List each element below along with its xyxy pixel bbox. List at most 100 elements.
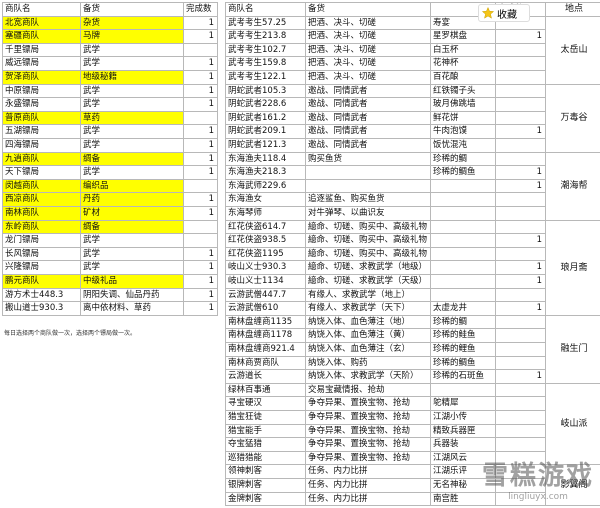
action: 争夺异果、置换宝物、抢劫: [305, 450, 431, 466]
item: [430, 260, 496, 275]
npc-name: 红花侠盗1195: [225, 246, 306, 262]
count: 1: [183, 151, 218, 167]
action: 邀战、同情武者: [305, 97, 431, 112]
count: 1: [495, 124, 546, 139]
action: 纳饶入体、血色薄注（黄）: [305, 328, 431, 343]
action: 邀战、同情武者: [305, 138, 431, 153]
npc-name: 红花侠盗938.5: [225, 233, 306, 248]
npc-name: 巡猎猎能: [225, 450, 306, 466]
count: 1: [183, 70, 218, 85]
item: 珍稀的鲷: [430, 151, 496, 167]
npc-name: 阴蛇武者228.6: [225, 97, 306, 112]
action: 任务、内力比拼: [305, 478, 431, 493]
caravan-name: 游方术士448.3: [2, 287, 81, 303]
caravan-name: 普原商队: [2, 110, 81, 126]
count: [495, 192, 546, 207]
npc-name: 武考考生213.8: [225, 29, 306, 44]
goods: 武学: [80, 124, 184, 139]
item: [430, 178, 496, 194]
count: 1: [183, 83, 218, 99]
action: 争夺异果、置换宝物、抢劫: [305, 396, 431, 411]
caravan-name: 塞疆商队: [2, 29, 81, 44]
star-icon: [482, 7, 494, 19]
npc-name: 武考考生57.25: [225, 15, 306, 31]
location: 岐山派: [545, 382, 600, 466]
item: 兵器装: [430, 437, 496, 452]
goods: 绸备: [80, 219, 184, 235]
header-cell: 完成数: [183, 2, 218, 17]
action: 把酒、决斗、切磋: [305, 56, 431, 71]
caravan-name: 千里镖局: [2, 42, 81, 58]
action: 繶命、切磋、购买中、高级礼物: [305, 233, 431, 248]
caravan-name: 贺泽商队: [2, 70, 81, 85]
goods: 武学: [80, 97, 184, 112]
count: 1: [183, 97, 218, 112]
npc-name: 南林商贾商队: [225, 355, 306, 371]
caravan-name: 长风镖局: [2, 246, 81, 262]
goods: 地级秘籍: [80, 70, 184, 85]
goods: 武学: [80, 83, 184, 99]
count: 1: [495, 29, 546, 44]
npc-name: 银牌刺客: [225, 478, 306, 493]
count: 1: [495, 369, 546, 384]
count: 1: [183, 274, 218, 289]
count: 1: [495, 178, 546, 194]
caravan-name: 五湖镖局: [2, 124, 81, 139]
npc-name: 阴蛇武者209.1: [225, 124, 306, 139]
item: 星罗棋盘: [430, 29, 496, 44]
caravan-name: 四海镖局: [2, 138, 81, 153]
watermark-title: 雪糕游戏: [481, 461, 594, 491]
npc-name: 云游武僧447.7: [225, 287, 306, 303]
count: 1: [183, 246, 218, 262]
favorite-button[interactable]: 收藏: [478, 4, 530, 22]
count: [183, 42, 218, 58]
caravan-name: 西凉商队: [2, 192, 81, 207]
count: [495, 83, 546, 99]
goods: 马牌: [80, 29, 184, 44]
item: 珍稀的鲷鱼: [430, 355, 496, 371]
item: [430, 287, 496, 303]
note: 每日选择两个商队做一次，选择两个镖局做一次。: [4, 330, 137, 337]
count: [495, 342, 546, 357]
item: 珍稀的鲷鱼: [430, 165, 496, 180]
goods: 杂货: [80, 15, 184, 31]
caravan-name: 搬山道士930.3: [2, 301, 81, 316]
goods: 武学: [80, 42, 184, 58]
count: [495, 246, 546, 262]
action: 交易宝藏情报、抢劫: [305, 382, 431, 398]
npc-name: 东海渔夫118.4: [225, 151, 306, 167]
action: 争夺异果、置换宝物、抢劫: [305, 437, 431, 452]
action: 邀战、同情武者: [305, 83, 431, 99]
item: 百花酿: [430, 70, 496, 85]
caravan-name: 中原镖局: [2, 83, 81, 99]
header-cell: 商队名: [225, 2, 306, 17]
item: [430, 206, 496, 221]
npc-name: 金牌刺客: [225, 491, 306, 507]
count: 1: [495, 165, 546, 180]
goods: 武学: [80, 138, 184, 153]
action: 购买鱼货: [305, 151, 431, 167]
item: 精致兵器匣: [430, 423, 496, 439]
count: [495, 206, 546, 221]
header-cell: 商队名: [2, 2, 81, 17]
npc-name: 猎宝能手: [225, 423, 306, 439]
location: 太岳山: [545, 15, 600, 85]
goods: 武学: [80, 246, 184, 262]
count: [183, 233, 218, 248]
count: [183, 110, 218, 126]
action: 邀战、同情武者: [305, 124, 431, 139]
count: [495, 314, 546, 330]
npc-name: 云游道长: [225, 369, 306, 384]
action: 把酒、决斗、切磋: [305, 42, 431, 58]
item: 花神杯: [430, 56, 496, 71]
count: [495, 70, 546, 85]
count: [495, 97, 546, 112]
count: [495, 437, 546, 452]
npc-name: 夺宝猛猎: [225, 437, 306, 452]
npc-name: 东海琴师: [225, 206, 306, 221]
goods: 编织品: [80, 178, 184, 194]
item: 鲜花饼: [430, 110, 496, 126]
action: 把酒、决斗、切磋: [305, 15, 431, 31]
caravan-name: 兴隆镖局: [2, 260, 81, 275]
action: 繶命、切磋、求教武学（地级）: [305, 260, 431, 275]
